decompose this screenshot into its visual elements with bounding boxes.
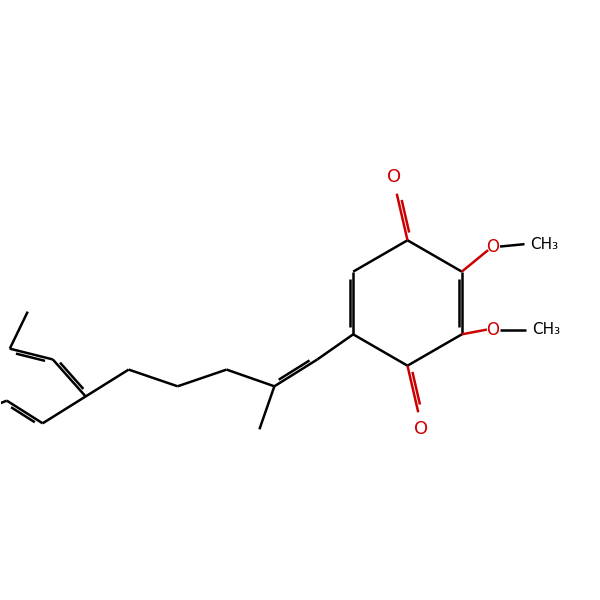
Text: CH₃: CH₃	[530, 236, 559, 251]
Text: CH₃: CH₃	[532, 322, 560, 337]
Text: O: O	[387, 168, 401, 186]
Text: O: O	[413, 420, 428, 438]
Text: O: O	[487, 238, 499, 256]
Text: O: O	[487, 320, 499, 338]
